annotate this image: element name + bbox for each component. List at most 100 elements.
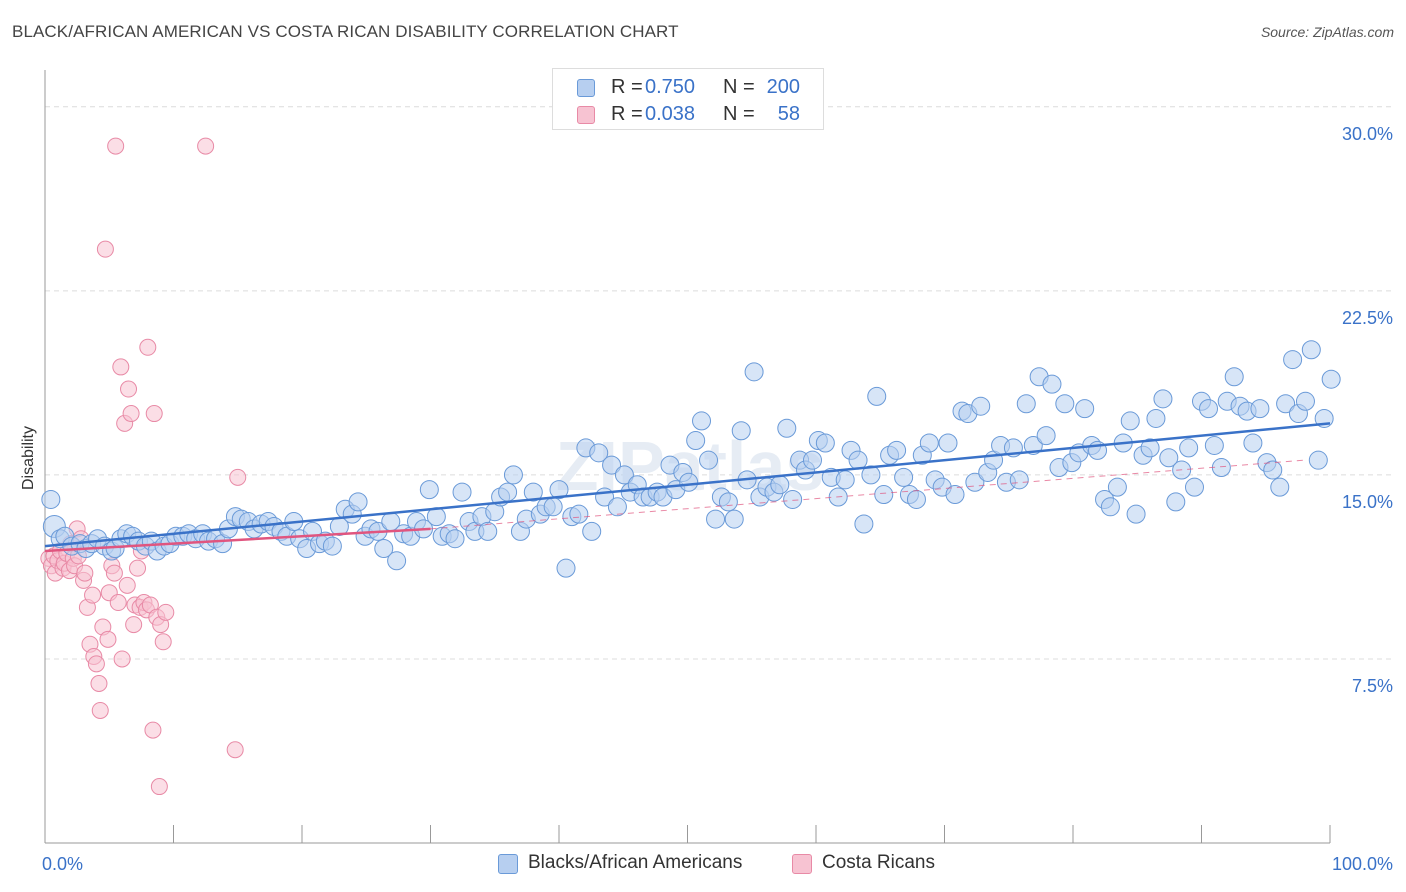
costa-ricans-trend-extension [430, 459, 1305, 530]
r-value: 0.038 [645, 103, 696, 125]
black-african-american-point [374, 539, 394, 559]
black-african-american-point [770, 475, 790, 495]
black-african-american-point [569, 504, 589, 524]
black-african-american-point [582, 521, 602, 541]
blue-swatch [577, 79, 595, 97]
costa-rican-point [96, 240, 114, 258]
black-african-american-point [874, 485, 894, 505]
black-african-american-point [718, 492, 738, 512]
correlation-legend: R = 0.750 N = 200 R = 0.038 N = 58 [552, 68, 824, 130]
costa-rican-point [144, 721, 162, 739]
costa-rican-point [118, 576, 136, 594]
black-african-american-point [589, 443, 609, 463]
costa-rican-point [109, 594, 127, 612]
black-african-american-point [1276, 394, 1296, 414]
black-african-american-point [1283, 350, 1303, 370]
black-african-american-point [498, 482, 518, 502]
black-african-american-point [971, 396, 991, 416]
black-african-american-point [1075, 399, 1095, 419]
black-african-american-point [1250, 399, 1270, 419]
black-african-american-point [503, 465, 523, 485]
black-african-american-point [387, 551, 407, 571]
axes [44, 70, 1331, 844]
black-african-american-point [848, 450, 868, 470]
costa-ricans-points [40, 137, 247, 796]
n-value: 200 [766, 76, 800, 98]
costa-rican-point [197, 137, 215, 155]
legend-label: Costa Ricans [822, 852, 935, 873]
y-axis-label: Disability [20, 426, 37, 490]
black-african-american-point [919, 433, 939, 453]
black-african-american-point [419, 480, 439, 500]
costa-rican-point [87, 655, 105, 673]
y-tick-label: 30.0% [1342, 124, 1393, 144]
black-african-american-point [1243, 433, 1263, 453]
costa-rican-point [226, 741, 244, 759]
black-african-american-point [1204, 435, 1224, 455]
costa-rican-point [122, 405, 140, 423]
black-african-american-point [41, 489, 61, 509]
x-tick-label: 100.0% [1332, 854, 1393, 874]
black-african-american-point [1042, 374, 1062, 394]
black-african-american-point [744, 362, 764, 382]
black-african-american-point [777, 418, 797, 438]
r-label: R = [611, 76, 643, 98]
black-african-american-point [1055, 394, 1075, 414]
black-african-american-point [1153, 389, 1173, 409]
costa-rican-point [125, 616, 143, 634]
black-african-american-point [1107, 477, 1127, 497]
costa-rican-point [120, 380, 138, 398]
black-african-american-point [894, 467, 914, 487]
costa-rican-point [105, 564, 123, 582]
black-african-american-point [1140, 438, 1160, 458]
black-african-american-point [1009, 470, 1029, 490]
black-african-american-point [523, 482, 543, 502]
n-label: N = [723, 103, 755, 125]
tick-labels: 7.5% 15.0% 22.5% 30.0% 0.0% 100.0% [42, 124, 1393, 874]
costa-rican-point [76, 564, 94, 582]
legend-row-blacks: R = 0.750 N = 200 [553, 73, 823, 101]
black-african-american-point [452, 482, 472, 502]
costa-rican-point [90, 674, 108, 692]
black-african-american-point [602, 455, 622, 475]
black-african-american-point [1146, 408, 1166, 428]
black-african-american-point [1301, 340, 1321, 360]
black-african-american-point [938, 433, 958, 453]
trend-lines [44, 422, 1331, 553]
black-african-american-point [699, 450, 719, 470]
black-african-american-point [861, 465, 881, 485]
black-african-american-point [1120, 411, 1140, 431]
costa-rican-point [229, 468, 247, 486]
costa-ricans-trend-line [44, 527, 431, 553]
black-african-american-point [945, 485, 965, 505]
pink-swatch [792, 854, 812, 874]
costa-rican-point [129, 559, 147, 577]
black-african-american-point [1321, 369, 1341, 389]
n-value: 58 [777, 103, 800, 125]
black-african-american-point [1036, 426, 1056, 446]
pink-swatch [577, 106, 595, 124]
costa-rican-point [150, 778, 168, 796]
r-label: R = [611, 103, 643, 125]
r-value: 0.750 [645, 76, 696, 98]
black-african-american-point [1179, 438, 1199, 458]
black-african-american-point [835, 470, 855, 490]
black-african-american-point [543, 497, 563, 517]
black-african-american-point [867, 386, 887, 406]
black-african-american-point [731, 421, 751, 441]
costa-rican-point [112, 358, 130, 376]
chart-title: BLACK/AFRICAN AMERICAN VS COSTA RICAN DI… [12, 22, 679, 41]
y-tick-label: 22.5% [1342, 308, 1393, 328]
black-african-american-point [692, 411, 712, 431]
costa-rican-point [157, 603, 175, 621]
black-african-american-point [686, 431, 706, 451]
black-african-american-point [1016, 394, 1036, 414]
black-african-american-point [815, 433, 835, 453]
costa-rican-point [99, 630, 117, 648]
black-african-american-point [1295, 391, 1315, 411]
costa-rican-point [145, 405, 163, 423]
costa-rican-point [154, 633, 172, 651]
black-african-american-point [783, 489, 803, 509]
black-african-american-point [1270, 477, 1290, 497]
